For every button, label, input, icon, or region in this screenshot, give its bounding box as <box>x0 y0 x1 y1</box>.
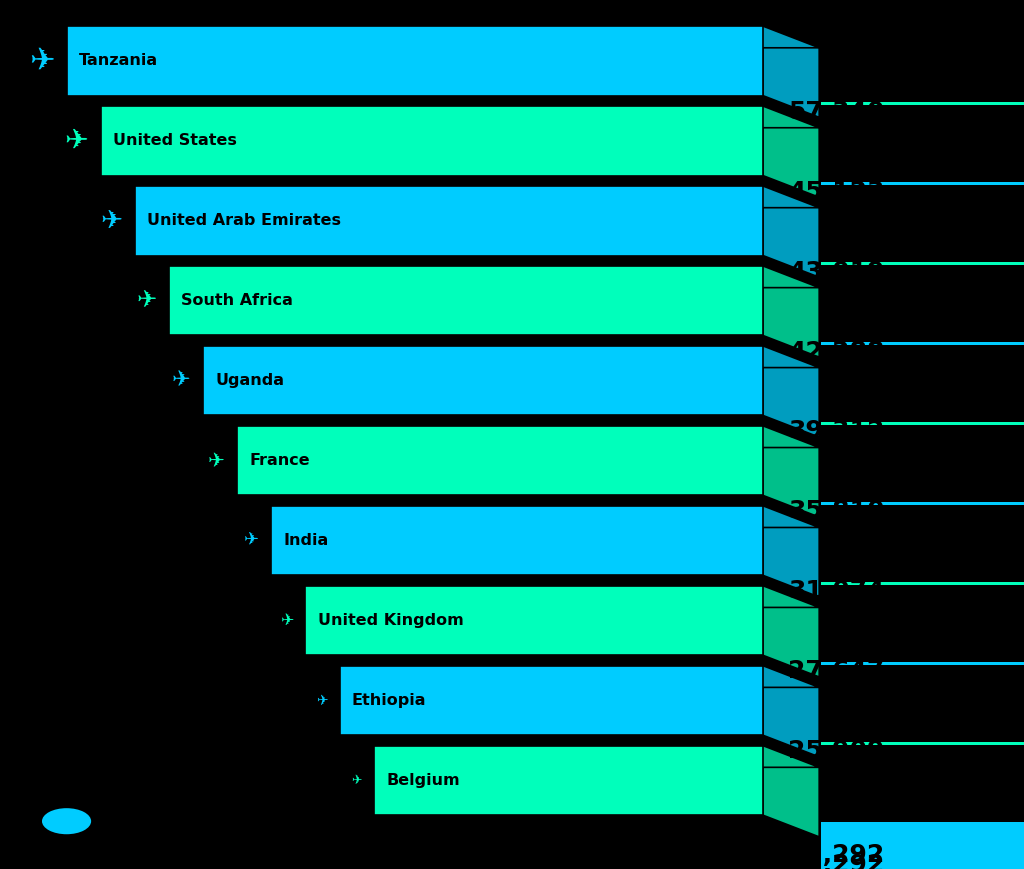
Polygon shape <box>763 266 819 357</box>
Polygon shape <box>305 586 819 607</box>
Text: ✈: ✈ <box>136 289 157 313</box>
Text: ✈: ✈ <box>351 774 361 786</box>
Polygon shape <box>100 106 819 128</box>
Text: South Africa: South Africa <box>181 293 293 308</box>
Polygon shape <box>763 506 819 597</box>
Text: Tanzania: Tanzania <box>79 53 158 69</box>
Text: ✈: ✈ <box>65 127 88 155</box>
Bar <box>821 582 1024 585</box>
Text: ✈: ✈ <box>100 208 123 234</box>
Text: 57,340: 57,340 <box>788 100 885 123</box>
Polygon shape <box>340 666 819 687</box>
Text: 35,810: 35,810 <box>788 500 885 523</box>
Polygon shape <box>169 266 819 288</box>
Text: United Kingdom: United Kingdom <box>317 613 464 628</box>
Bar <box>821 103 1024 105</box>
Text: Ethiopia: Ethiopia <box>352 693 426 708</box>
Polygon shape <box>763 26 819 117</box>
Bar <box>374 746 763 815</box>
Text: Belgium: Belgium <box>386 773 460 788</box>
Text: 27,647: 27,647 <box>788 660 885 683</box>
Bar <box>821 422 1024 425</box>
Text: ✈: ✈ <box>315 693 328 707</box>
Bar <box>821 262 1024 265</box>
Text: 31,074: 31,074 <box>788 580 885 603</box>
Polygon shape <box>203 346 819 368</box>
Polygon shape <box>67 26 819 48</box>
Bar <box>821 822 1024 869</box>
Text: ✈: ✈ <box>280 613 293 628</box>
Bar <box>135 186 763 255</box>
Text: 39,312: 39,312 <box>788 420 885 443</box>
Text: ✈: ✈ <box>172 371 190 391</box>
Polygon shape <box>763 426 819 517</box>
Polygon shape <box>374 746 819 767</box>
Text: Uganda: Uganda <box>215 373 285 388</box>
Bar <box>821 502 1024 505</box>
Ellipse shape <box>42 808 91 834</box>
Polygon shape <box>135 186 819 208</box>
Bar <box>340 666 763 735</box>
Bar <box>821 342 1024 345</box>
Bar <box>238 426 763 495</box>
Polygon shape <box>763 106 819 197</box>
Text: 22,292: 22,292 <box>788 843 885 867</box>
Bar <box>169 266 763 335</box>
Text: France: France <box>250 453 310 468</box>
Polygon shape <box>763 746 819 837</box>
Text: ✈: ✈ <box>244 532 259 549</box>
Text: 43,019: 43,019 <box>788 260 885 283</box>
Text: 22,292: 22,292 <box>788 852 885 869</box>
Polygon shape <box>763 346 819 437</box>
Bar <box>821 662 1024 665</box>
Text: ✈: ✈ <box>208 451 225 470</box>
Bar <box>271 506 763 575</box>
Bar <box>67 26 763 96</box>
Polygon shape <box>763 666 819 757</box>
Text: 25,909: 25,909 <box>788 740 885 763</box>
Polygon shape <box>271 506 819 527</box>
Polygon shape <box>763 186 819 277</box>
Text: 42,288: 42,288 <box>788 340 885 363</box>
Bar <box>821 182 1024 185</box>
Polygon shape <box>763 586 819 677</box>
Bar <box>821 742 1024 745</box>
Bar <box>305 586 763 655</box>
Polygon shape <box>238 426 819 448</box>
Bar <box>203 346 763 415</box>
Text: United Arab Emirates: United Arab Emirates <box>147 213 341 229</box>
Text: 45,123: 45,123 <box>788 180 885 203</box>
Text: United States: United States <box>113 133 237 149</box>
Bar <box>100 106 763 176</box>
Text: India: India <box>284 533 329 548</box>
Text: ✈: ✈ <box>29 46 54 76</box>
